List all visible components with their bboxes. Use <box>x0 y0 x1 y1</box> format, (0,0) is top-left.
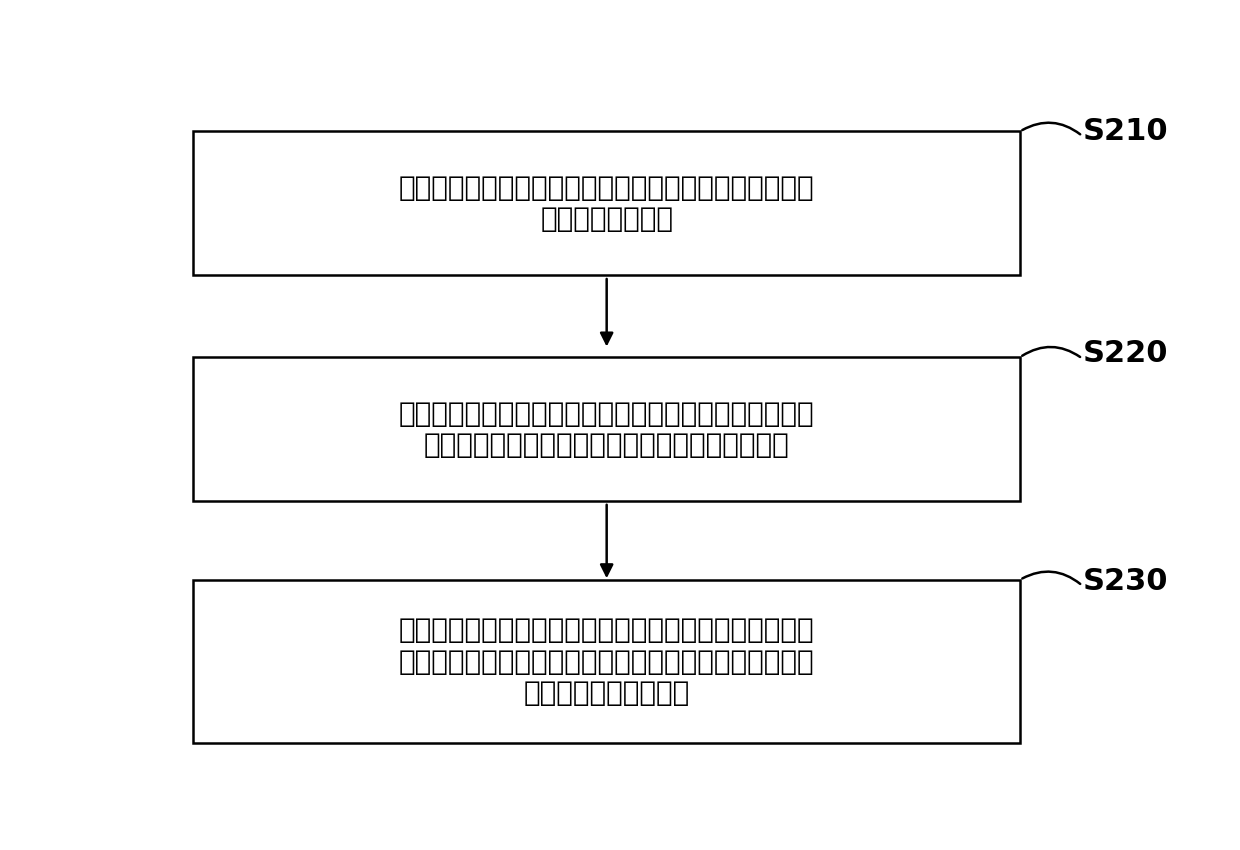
Text: 三维图像数据信息: 三维图像数据信息 <box>541 205 673 233</box>
Bar <box>193 580 1019 744</box>
Bar <box>193 132 1019 275</box>
Text: 获取图像流中的演奏者三维图像，分割出其中人手部分的: 获取图像流中的演奏者三维图像，分割出其中人手部分的 <box>399 173 815 201</box>
Text: S210: S210 <box>1083 117 1168 146</box>
Text: 的手指信息数据，并形成手指运动轨迹的信息数据: 的手指信息数据，并形成手指运动轨迹的信息数据 <box>424 431 790 459</box>
Text: 将手指运动轨迹的信息数据与所述演奏控制部位的信息数: 将手指运动轨迹的信息数据与所述演奏控制部位的信息数 <box>399 616 815 644</box>
Text: 利用预定算法检测出所述人手部分的三维图像数据信息中: 利用预定算法检测出所述人手部分的三维图像数据信息中 <box>399 400 815 428</box>
Bar <box>193 357 1019 502</box>
Text: 奏控制部位的用户手势: 奏控制部位的用户手势 <box>523 679 689 707</box>
Text: 据进行数学合并，据以实现识别出作用于该虚拟乐器的演: 据进行数学合并，据以实现识别出作用于该虚拟乐器的演 <box>399 648 815 676</box>
Text: S220: S220 <box>1083 339 1168 369</box>
Text: S230: S230 <box>1083 567 1168 596</box>
